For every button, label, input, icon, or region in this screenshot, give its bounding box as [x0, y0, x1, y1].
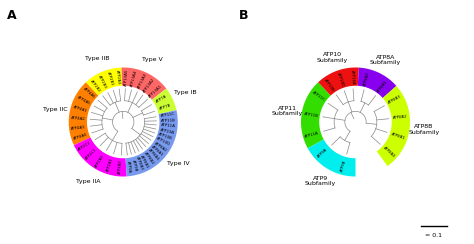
- Text: ATP9
Subfamily: ATP9 Subfamily: [305, 176, 336, 186]
- Text: ATP2A3: ATP2A3: [95, 153, 106, 168]
- Text: ATP8B2: ATP8B2: [393, 115, 408, 120]
- Text: Type IB: Type IB: [174, 90, 197, 95]
- Text: ATP4A2: ATP4A2: [71, 116, 86, 121]
- Polygon shape: [151, 89, 176, 114]
- Text: ATP13A3: ATP13A3: [137, 73, 148, 90]
- Text: ATP10B: ATP10B: [324, 78, 335, 92]
- Text: Type IIB: Type IIB: [85, 56, 109, 61]
- Text: ATP2C2: ATP2C2: [78, 140, 92, 152]
- Text: ATP8B1: ATP8B1: [391, 132, 406, 140]
- Text: ATP13A4: ATP13A4: [130, 70, 138, 87]
- Polygon shape: [308, 139, 356, 176]
- Text: ATP2B4: ATP2B4: [115, 70, 121, 85]
- Text: ATP8A1: ATP8A1: [151, 145, 164, 158]
- Polygon shape: [358, 68, 396, 99]
- Text: ATP2A1: ATP2A1: [106, 157, 114, 173]
- Polygon shape: [88, 86, 159, 158]
- Text: ATP10
Subfamily: ATP10 Subfamily: [317, 52, 348, 62]
- Text: ATP8B4: ATP8B4: [382, 146, 396, 159]
- Text: ATP2B3: ATP2B3: [97, 75, 108, 90]
- Text: ATP9A: ATP9A: [126, 160, 132, 173]
- Text: ATP2B1: ATP2B1: [106, 71, 114, 87]
- Text: B: B: [239, 10, 249, 22]
- Text: Type IIA: Type IIA: [76, 179, 100, 184]
- Text: ATP8B3: ATP8B3: [135, 156, 144, 172]
- Text: ATP8A2: ATP8A2: [154, 141, 168, 152]
- Text: ATP4A1: ATP4A1: [73, 105, 88, 113]
- Text: ATP4A5: ATP4A5: [76, 95, 91, 106]
- Text: ATP8B1: ATP8B1: [139, 154, 150, 169]
- Text: ATP10D: ATP10D: [336, 72, 345, 87]
- Polygon shape: [121, 68, 166, 100]
- Text: ATP10A: ATP10A: [350, 70, 355, 85]
- Text: A: A: [7, 10, 17, 22]
- Text: ATP9A: ATP9A: [318, 148, 329, 159]
- Text: ATP9B: ATP9B: [131, 159, 138, 172]
- Text: ATP13A2: ATP13A2: [143, 77, 156, 94]
- Text: ATP13A1: ATP13A1: [148, 84, 164, 99]
- Text: = 0.1: = 0.1: [425, 234, 442, 238]
- Polygon shape: [301, 82, 331, 148]
- Polygon shape: [74, 137, 127, 176]
- Text: ATP8B
Subfamily: ATP8B Subfamily: [408, 124, 439, 135]
- Text: ATP4A3: ATP4A3: [71, 125, 86, 131]
- Text: ATP10B: ATP10B: [158, 132, 173, 141]
- Text: ATP11C: ATP11C: [160, 112, 175, 118]
- Text: ATP10D: ATP10D: [156, 137, 171, 147]
- Text: ATP8B2: ATP8B2: [144, 152, 155, 166]
- Text: ATP8A
Subfamily: ATP8A Subfamily: [370, 55, 401, 65]
- Text: ATP4A4: ATP4A4: [73, 132, 88, 141]
- Text: ATP8B4: ATP8B4: [147, 148, 160, 162]
- Polygon shape: [376, 86, 410, 166]
- Text: ATP13A5: ATP13A5: [124, 68, 128, 86]
- Text: ATP8A2: ATP8A2: [363, 71, 371, 86]
- Text: ATP7B: ATP7B: [159, 103, 172, 111]
- Polygon shape: [69, 82, 99, 145]
- Text: ATP4A6: ATP4A6: [82, 86, 96, 99]
- Text: ATP11
Subfamily: ATP11 Subfamily: [272, 106, 303, 116]
- Text: ATP2A2: ATP2A2: [118, 160, 123, 174]
- Text: ATP11A: ATP11A: [305, 131, 320, 139]
- Text: ATP8A1: ATP8A1: [377, 79, 389, 93]
- Text: Type IIC: Type IIC: [44, 107, 68, 112]
- Text: Type V: Type V: [142, 57, 163, 62]
- Text: Type IV: Type IV: [167, 161, 190, 166]
- Text: ATP7A: ATP7A: [155, 93, 168, 103]
- Polygon shape: [318, 68, 359, 96]
- Text: ATP11B: ATP11B: [303, 112, 319, 118]
- Polygon shape: [320, 86, 391, 158]
- Text: ATP9B: ATP9B: [340, 159, 347, 172]
- Text: ATP2B2: ATP2B2: [90, 80, 101, 93]
- Text: ATP11A: ATP11A: [161, 123, 175, 129]
- Polygon shape: [126, 110, 178, 176]
- Text: ATP11B: ATP11B: [161, 118, 176, 123]
- Polygon shape: [86, 68, 122, 96]
- Text: ATP8B3: ATP8B3: [387, 94, 402, 105]
- Text: ATP2C1: ATP2C1: [85, 148, 99, 161]
- Text: ATP10A: ATP10A: [160, 128, 175, 135]
- Text: ATP11C: ATP11C: [311, 91, 326, 102]
